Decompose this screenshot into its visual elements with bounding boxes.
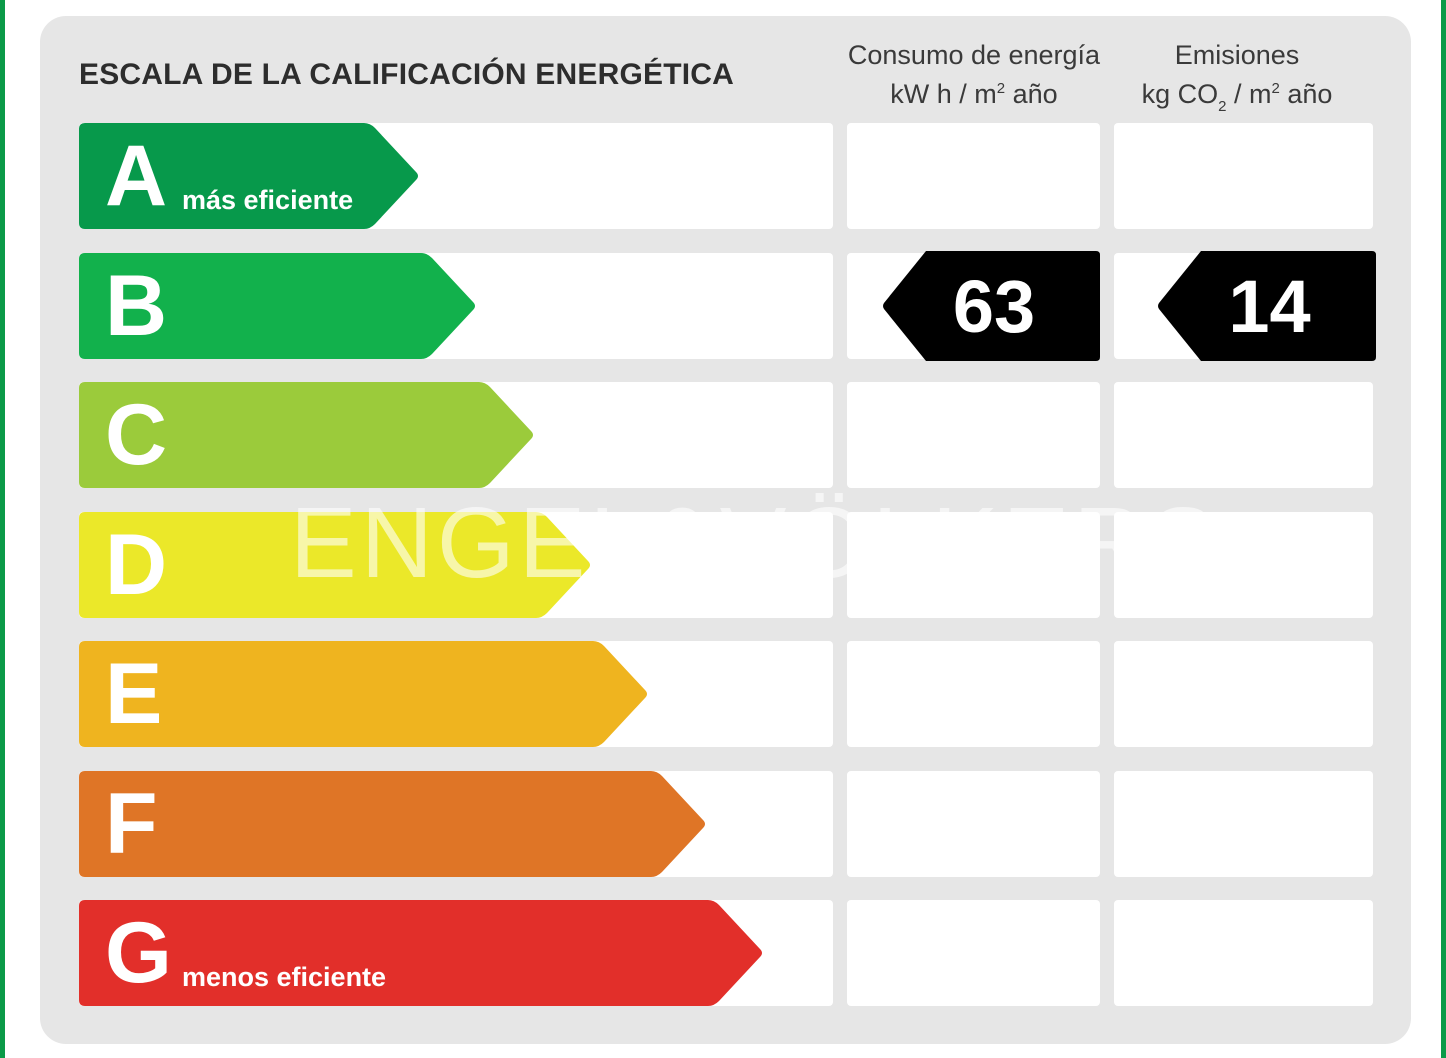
rating-arrow-shape xyxy=(79,253,475,359)
rating-sublabel: más eficiente xyxy=(182,185,354,215)
badge-value: 63 xyxy=(952,265,1036,348)
energy-header-unit: kW h / m2 año xyxy=(890,79,1058,109)
rating-e-emissions-cell xyxy=(1114,641,1373,747)
badge-shape xyxy=(1158,251,1376,361)
frame-right-border xyxy=(1441,0,1446,1058)
emissions-header-line1: Emisiones xyxy=(1174,40,1300,70)
rating-arrow-shape xyxy=(79,512,590,618)
rating-letter: A xyxy=(105,128,168,224)
rating-arrow-shape xyxy=(79,900,762,1006)
rating-c-energy-cell xyxy=(847,382,1100,488)
scale-title: ESCALA DE LA CALIFICACIÓN ENERGÉTICA xyxy=(79,58,734,91)
frame-left-border xyxy=(0,0,5,1058)
rating-d-energy-cell xyxy=(847,512,1100,618)
rating-d-emissions-cell xyxy=(1114,512,1373,618)
rating-c-emissions-cell xyxy=(1114,382,1373,488)
emissions-value-badge: 14 xyxy=(1157,251,1376,361)
rating-e-energy-cell xyxy=(847,641,1100,747)
rating-arrow-c: C xyxy=(79,382,533,488)
rating-f-energy-cell xyxy=(847,771,1100,877)
rating-g-energy-cell xyxy=(847,900,1100,1006)
rating-letter: G xyxy=(105,905,172,1001)
rating-letter: D xyxy=(105,517,168,613)
rating-arrow-shape xyxy=(79,123,418,229)
badge-value: 14 xyxy=(1228,265,1311,348)
rating-letter: B xyxy=(105,258,168,354)
rating-a-emissions-cell xyxy=(1114,123,1373,229)
rating-arrow-shape xyxy=(79,771,705,877)
rating-g-emissions-cell xyxy=(1114,900,1373,1006)
energy-value-badge: 63 xyxy=(882,251,1100,361)
rating-arrow-e: E xyxy=(79,641,647,747)
rating-arrow-f: F xyxy=(79,771,705,877)
rating-f-emissions-cell xyxy=(1114,771,1373,877)
rating-arrow-d: D xyxy=(79,512,590,618)
rating-a-energy-cell xyxy=(847,123,1100,229)
energy-column-header: Consumo de energía kW h / m2 año xyxy=(838,36,1110,114)
rating-arrow-shape xyxy=(79,382,533,488)
rating-letter: F xyxy=(105,776,158,872)
rating-sublabel: menos eficiente xyxy=(182,962,387,992)
badge-shape xyxy=(883,251,1100,361)
emissions-header-unit: kg CO2 / m2 año xyxy=(1141,79,1333,115)
rating-arrow-shape xyxy=(79,641,647,747)
emissions-column-header: Emisiones kg CO2 / m2 año xyxy=(1110,36,1364,114)
rating-letter: E xyxy=(105,646,163,742)
rating-letter: C xyxy=(105,387,168,483)
rating-arrow-b: B xyxy=(79,253,475,359)
energy-header-line1: Consumo de energía xyxy=(847,40,1101,70)
